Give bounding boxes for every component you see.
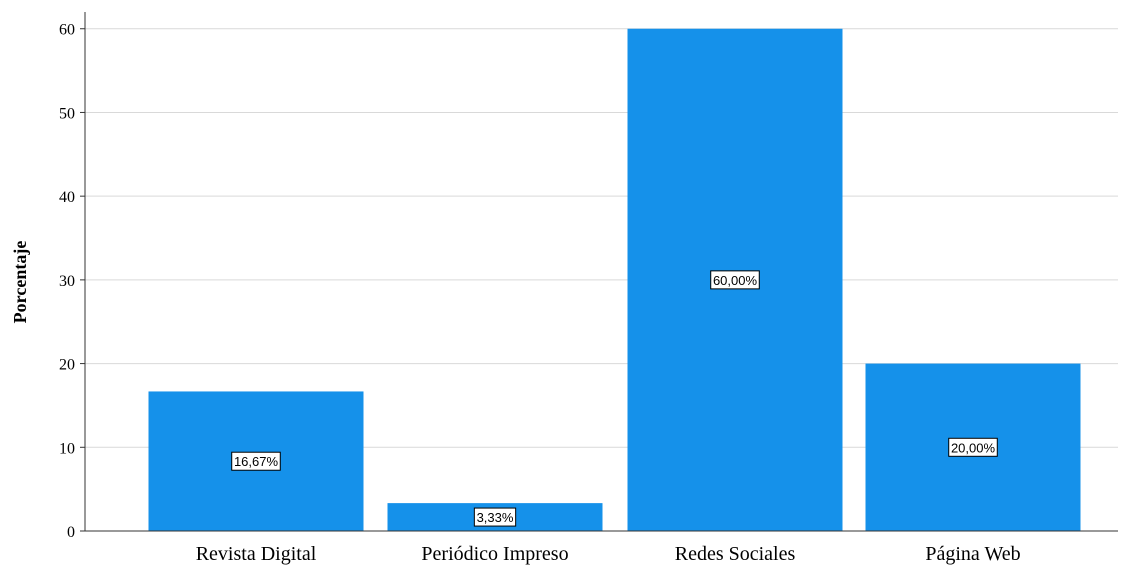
- data-label-text: 16,67%: [234, 454, 279, 469]
- y-tick-label: 30: [59, 273, 75, 290]
- data-label-text: 3,33%: [477, 510, 514, 525]
- data-labels: 16,67% 3,33% 60,00% 20,00%: [231, 270, 998, 527]
- y-tick-labels: 0 10 20 30 40 50 60: [59, 22, 85, 541]
- y-axis-title: Porcentaje: [10, 241, 30, 324]
- y-tick-label: 50: [59, 105, 75, 122]
- category-label: Página Web: [925, 543, 1020, 565]
- y-tick-label: 20: [59, 357, 75, 374]
- data-label-text: 60,00%: [713, 273, 758, 288]
- data-label-2: 3,33%: [473, 507, 517, 527]
- data-label-3: 60,00%: [710, 270, 760, 290]
- y-tick-label: 10: [59, 440, 75, 457]
- category-label: Redes Sociales: [675, 543, 796, 565]
- y-tick-label: 0: [67, 524, 75, 541]
- category-label: Periódico Impreso: [421, 543, 568, 565]
- y-tick-label: 60: [59, 22, 75, 39]
- axes: [84, 12, 1118, 532]
- y-tick-label: 40: [59, 189, 75, 206]
- data-label-4: 20,00%: [948, 437, 998, 457]
- category-label: Revista Digital: [196, 543, 317, 565]
- category-labels: Revista Digital Periódico Impreso Redes So…: [196, 543, 1021, 565]
- data-label-box: [473, 507, 517, 527]
- data-label-box: [948, 437, 998, 457]
- data-label-1: 16,67%: [231, 451, 281, 471]
- data-label-box: [710, 270, 760, 290]
- data-label-text: 20,00%: [951, 440, 996, 455]
- data-label-box: [231, 451, 281, 471]
